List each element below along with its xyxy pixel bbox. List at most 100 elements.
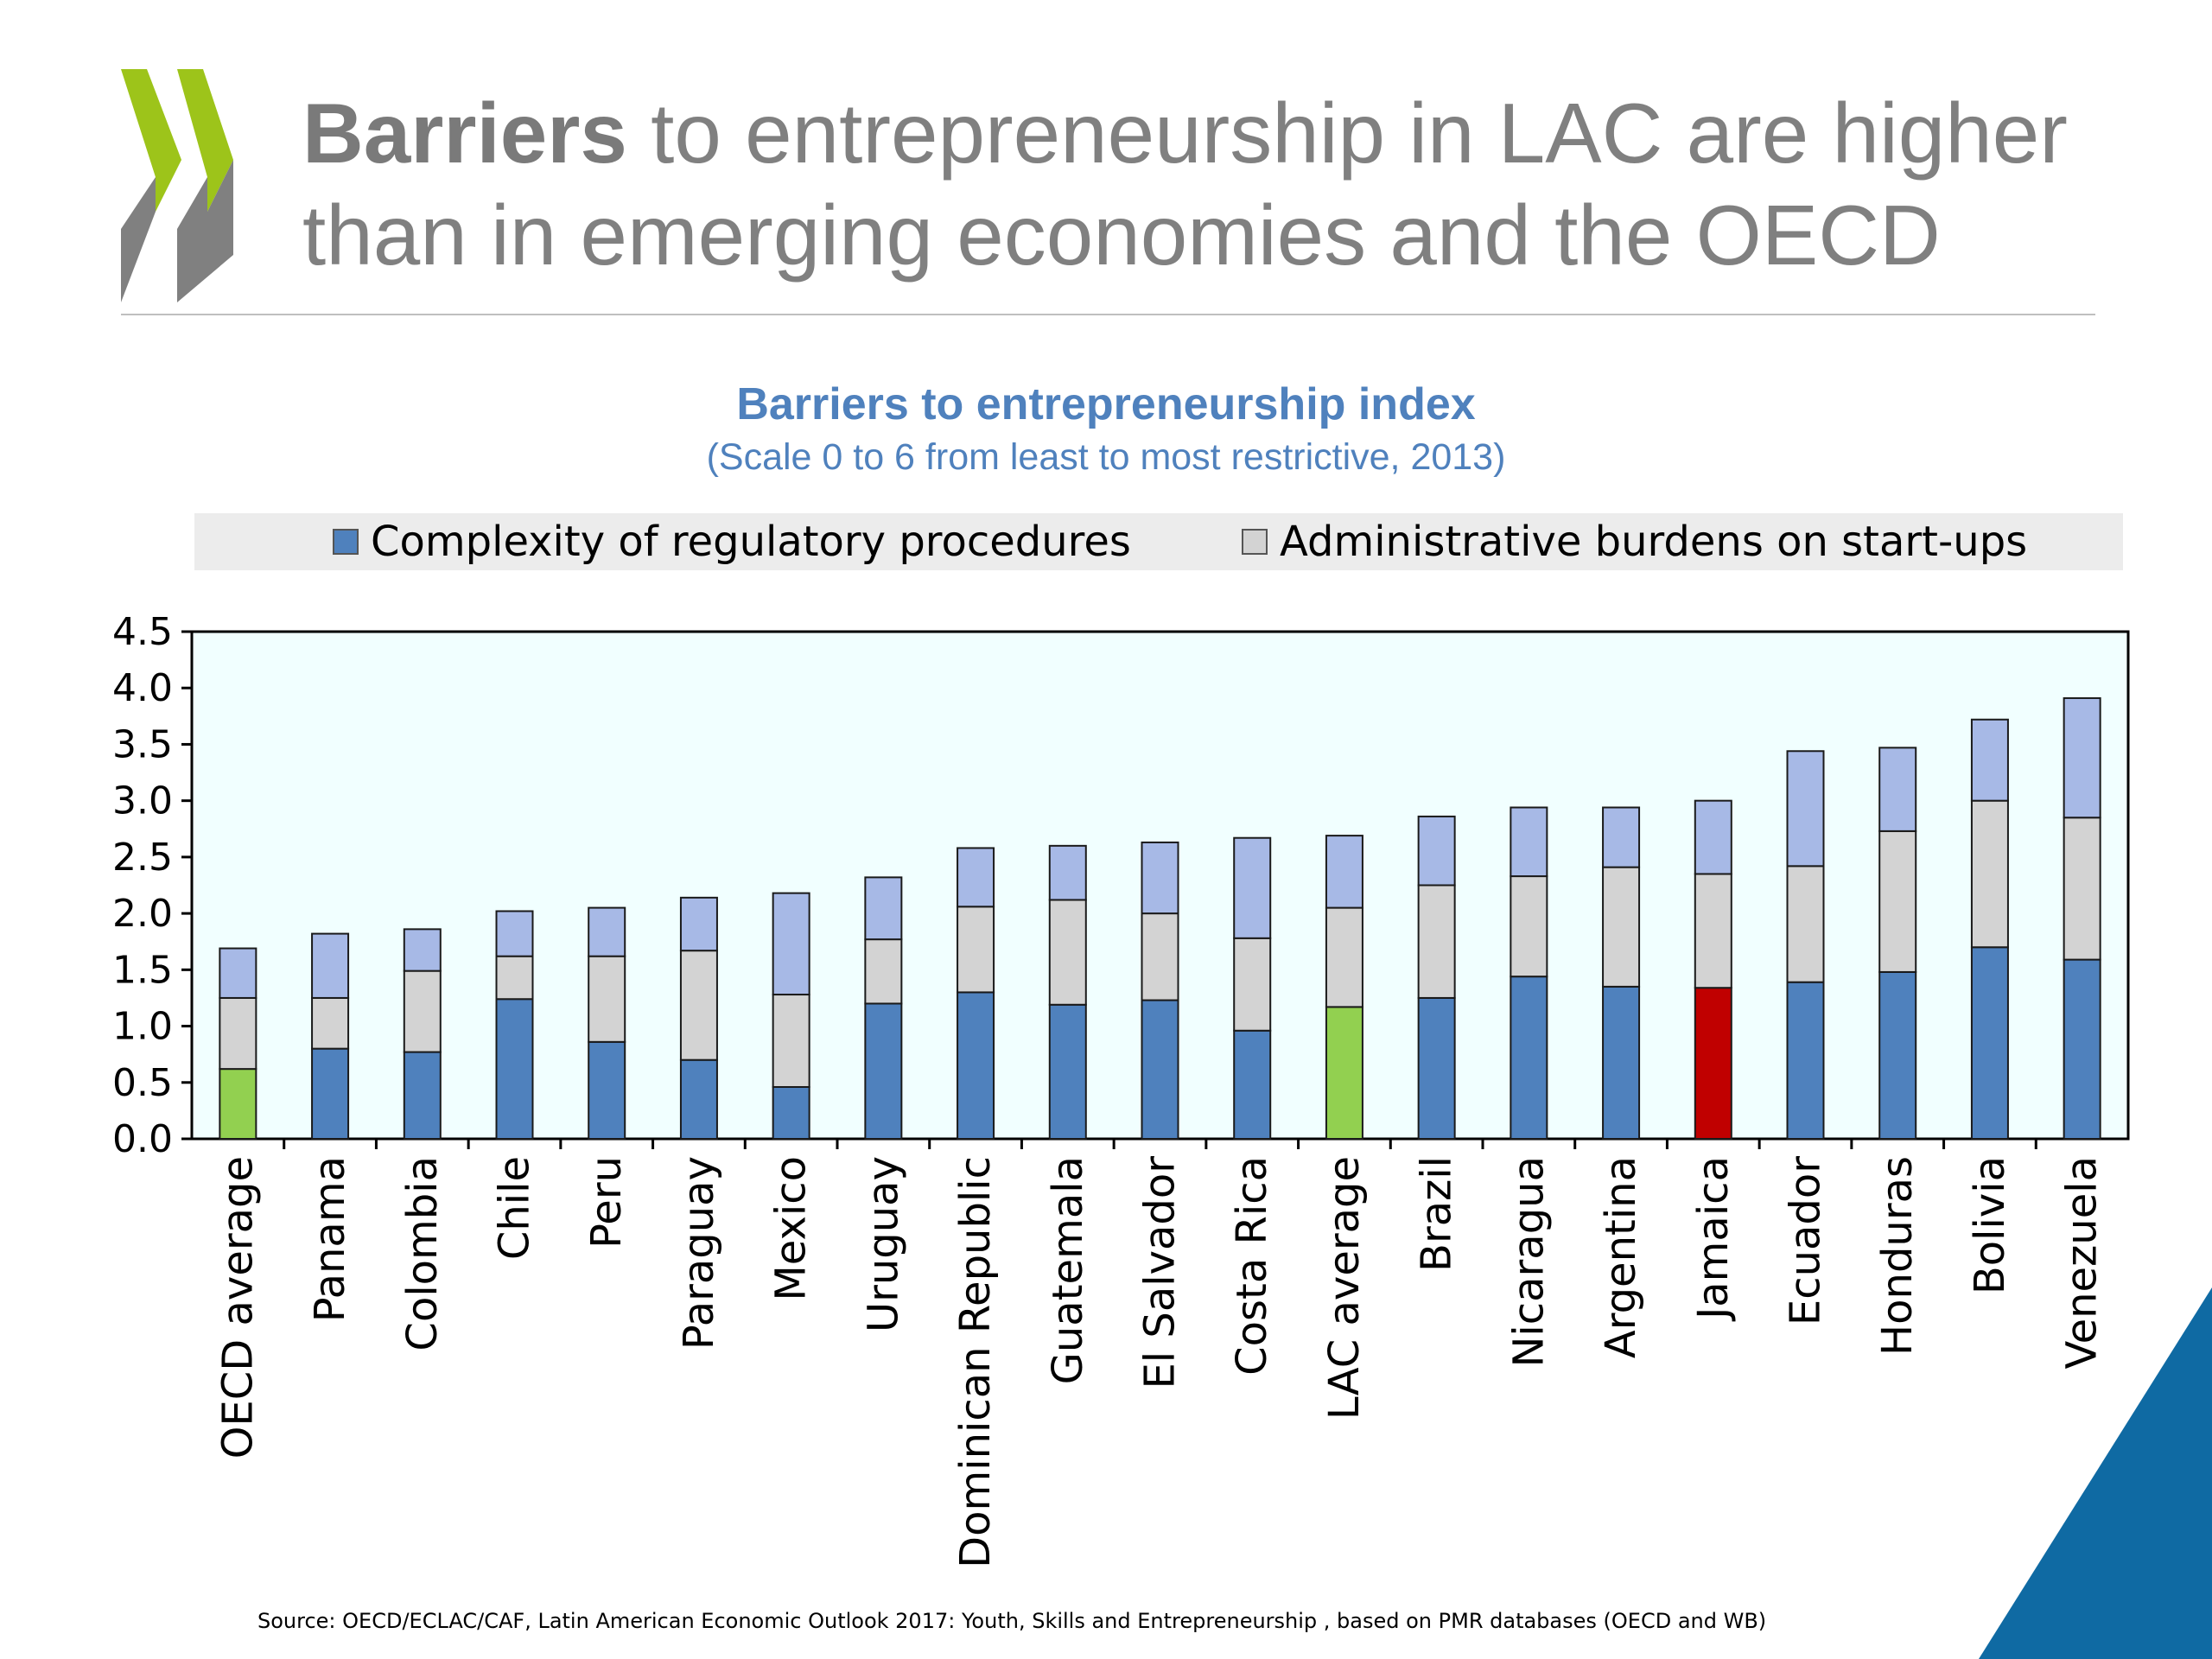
x-tick-label: Bolivia [1966, 1156, 2014, 1294]
y-tick-label: 0.0 [112, 1117, 173, 1161]
slide-title-rest: to entrepreneurship in LAC are higher th… [302, 86, 2068, 283]
bar-segment [1694, 799, 1732, 875]
legend-item-admin-burdens: Administrative burdens on start-ups [1242, 513, 2027, 570]
bar-segment [1325, 906, 1363, 1008]
y-tick-label: 2.0 [112, 892, 173, 936]
bar-segment [1878, 830, 1917, 973]
source-note: Source: OECD/ECLAC/CAF, Latin American E… [257, 1609, 1767, 1633]
x-tick-label: Brazil [1413, 1156, 1461, 1272]
legend-swatch-complexity [333, 529, 359, 555]
bar-segment [1786, 865, 1825, 983]
bar-segment [1048, 899, 1087, 1006]
bar-segment [679, 950, 718, 1061]
y-tick-label: 0.5 [112, 1061, 173, 1105]
bar-segment [864, 876, 903, 941]
x-tick-label: Jamaica [1689, 1156, 1738, 1322]
bar-segment [1325, 835, 1363, 909]
bar-segment [1417, 884, 1456, 999]
y-tick-label: 4.0 [112, 666, 173, 710]
x-tick-label: Panama [306, 1156, 354, 1322]
x-axis: OECD average Panama Colombia Chile Peru Parag… [213, 1139, 2107, 1568]
bar-segment [1048, 844, 1087, 901]
y-tick-label: 1.0 [112, 1005, 173, 1049]
x-tick-label: Honduras [1873, 1156, 1922, 1356]
bar-segment [1602, 985, 1641, 1140]
y-tick-label: 1.5 [112, 948, 173, 992]
bar-segment [1970, 718, 2009, 802]
x-tick-label: Peru [582, 1156, 631, 1249]
bar-segment [219, 947, 257, 999]
legend-label-admin-burdens: Administrative burdens on start-ups [1280, 518, 2028, 566]
chart-subtitle: (Scale 0 to 6 from least to most restric… [706, 436, 1506, 478]
bar-segment [495, 910, 534, 957]
corner-triangle-decoration [1979, 1287, 2212, 1659]
chart-title: Barriers to entrepreneurship index [736, 379, 1476, 429]
x-tick-label: Uruguay [859, 1156, 907, 1332]
bar-segment [311, 996, 350, 1050]
x-tick-label: Venezuela [2058, 1156, 2107, 1370]
x-tick-label: Costa Rica [1228, 1156, 1276, 1376]
legend-item-complexity: Complexity of regulatory procedures [333, 513, 1131, 570]
bar-segment [219, 1068, 257, 1141]
bar-segment [1510, 976, 1548, 1140]
chart-legend: Complexity of regulatory procedures Admi… [194, 513, 2123, 570]
bar-segment [311, 932, 350, 999]
bar-segment [1694, 987, 1732, 1140]
bar-segment [1417, 815, 1456, 887]
bar-segment [1786, 981, 1825, 1140]
bar-segment [1510, 806, 1548, 878]
x-tick-label: Argentina [1597, 1156, 1645, 1358]
y-tick-label: 2.5 [112, 836, 173, 880]
title-divider [121, 314, 2095, 315]
x-tick-label: Paraguay [675, 1156, 723, 1350]
bar-segment [679, 1058, 718, 1141]
bar-segment [1141, 999, 1179, 1141]
bar-segment [588, 906, 626, 957]
bar-segment [772, 1085, 810, 1140]
bar-segment [1970, 799, 2009, 949]
y-tick-label: 4.5 [112, 610, 173, 654]
bar-segment [864, 1002, 903, 1141]
x-tick-label: Nicaragua [1504, 1156, 1553, 1368]
bar-segment [1233, 937, 1272, 1032]
bar-segment [403, 969, 442, 1053]
bar-segment [957, 906, 995, 994]
x-tick-label: El Salvador [1136, 1156, 1185, 1389]
bar-segment [957, 991, 995, 1140]
bar-segment [495, 998, 534, 1141]
bar-segment [1417, 996, 1456, 1141]
bar-segment [679, 896, 718, 952]
bar-segment [864, 938, 903, 1005]
x-tick-label: OECD average [213, 1156, 262, 1459]
slide-title-bold: Barriers [302, 86, 627, 181]
y-tick-label: 3.5 [112, 722, 173, 766]
bar-segment [1786, 750, 1825, 868]
bar-segment [1510, 875, 1548, 978]
bar-chart: 0.0 0.5 1.0 1.5 2.0 2.5 3.0 3.5 4.0 4.5 OECD aver… [112, 610, 2130, 1568]
bar-segment [1233, 1029, 1272, 1141]
bar-segment [957, 847, 995, 908]
bar-segment [1141, 841, 1179, 915]
bar-segment [1048, 1003, 1087, 1140]
x-tick-label: LAC average [1320, 1156, 1369, 1420]
bars [219, 696, 2101, 1141]
oecd-logo-icon [121, 69, 233, 302]
bar-segment [311, 1047, 350, 1141]
bar-segment [1602, 806, 1641, 868]
y-tick-label: 3.0 [112, 779, 173, 823]
bar-segment [2063, 817, 2101, 961]
bar-segment [2063, 696, 2101, 819]
legend-label-complexity: Complexity of regulatory procedures [371, 518, 1131, 566]
bar-segment [772, 994, 810, 1088]
bar-segment [403, 1051, 442, 1141]
bar-segment [403, 928, 442, 972]
x-tick-label: Mexico [767, 1156, 816, 1301]
legend-swatch-admin-burdens [1242, 529, 1268, 555]
bar-segment [2063, 958, 2101, 1140]
bar-segment [1970, 946, 2009, 1140]
bar-segment [1141, 912, 1179, 1001]
y-axis: 0.0 0.5 1.0 1.5 2.0 2.5 3.0 3.5 4.0 4.5 [112, 610, 192, 1161]
bar-segment [1694, 873, 1732, 989]
bar-segment [588, 955, 626, 1043]
bar-segment [1602, 866, 1641, 988]
